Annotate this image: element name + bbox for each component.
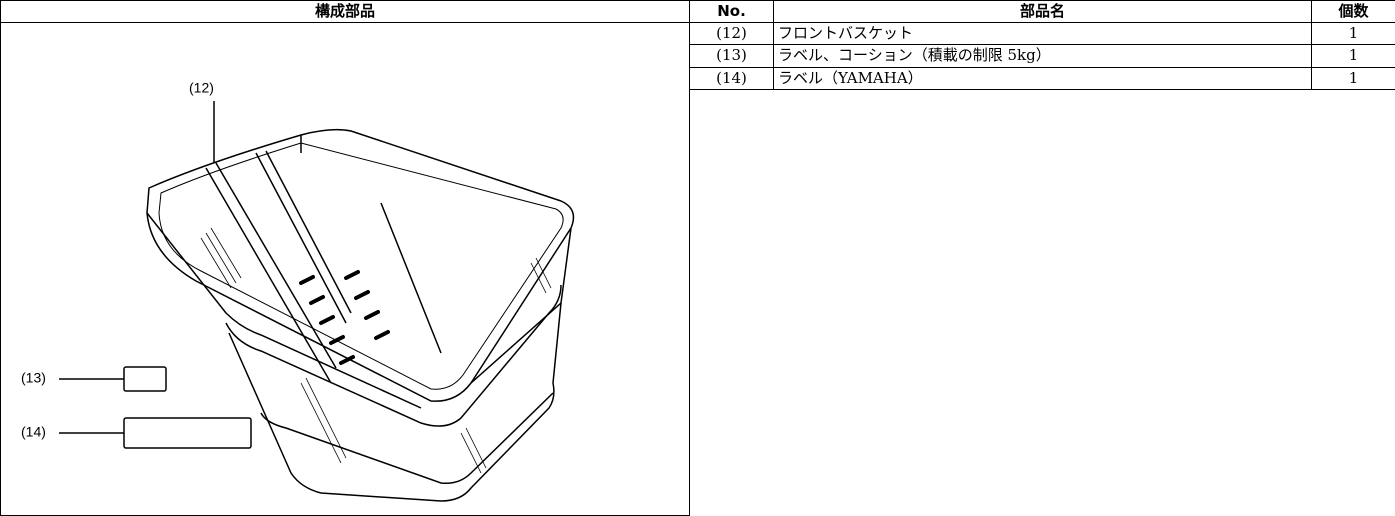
callout-label: (13)	[21, 370, 46, 386]
illustration-cell: (12) (13) (14)	[1, 23, 690, 516]
header-row: 構成部品 No. 部品名 個数	[1, 1, 1395, 23]
cell-no: (14)	[690, 67, 774, 89]
header-cell: No.	[690, 1, 774, 23]
cell-name: ラベル（YAMAHA）	[774, 67, 1312, 89]
cell-no: (12)	[690, 23, 774, 45]
empty-cell	[690, 89, 1395, 515]
cell-name: ラベル、コーション（積載の制限 5kg）	[774, 45, 1312, 67]
header-cell: 個数	[1312, 1, 1395, 23]
header-cell: 部品名	[774, 1, 1312, 23]
cell-qty: 1	[1312, 23, 1395, 45]
callout-label: (12)	[189, 80, 214, 96]
cell-qty: 1	[1312, 45, 1395, 67]
illustration: (12) (13) (14)	[1, 23, 690, 509]
callout-label: (14)	[21, 424, 46, 440]
cell-name: フロントバスケット	[774, 23, 1312, 45]
row: (12) (13) (14) (12) フロントバスケット 1	[1, 23, 1395, 45]
label-shape	[124, 418, 251, 448]
basket	[147, 130, 573, 501]
cell-qty: 1	[1312, 67, 1395, 89]
header-cell: 構成部品	[1, 1, 690, 23]
cell-no: (13)	[690, 45, 774, 67]
label-shape	[124, 367, 166, 391]
